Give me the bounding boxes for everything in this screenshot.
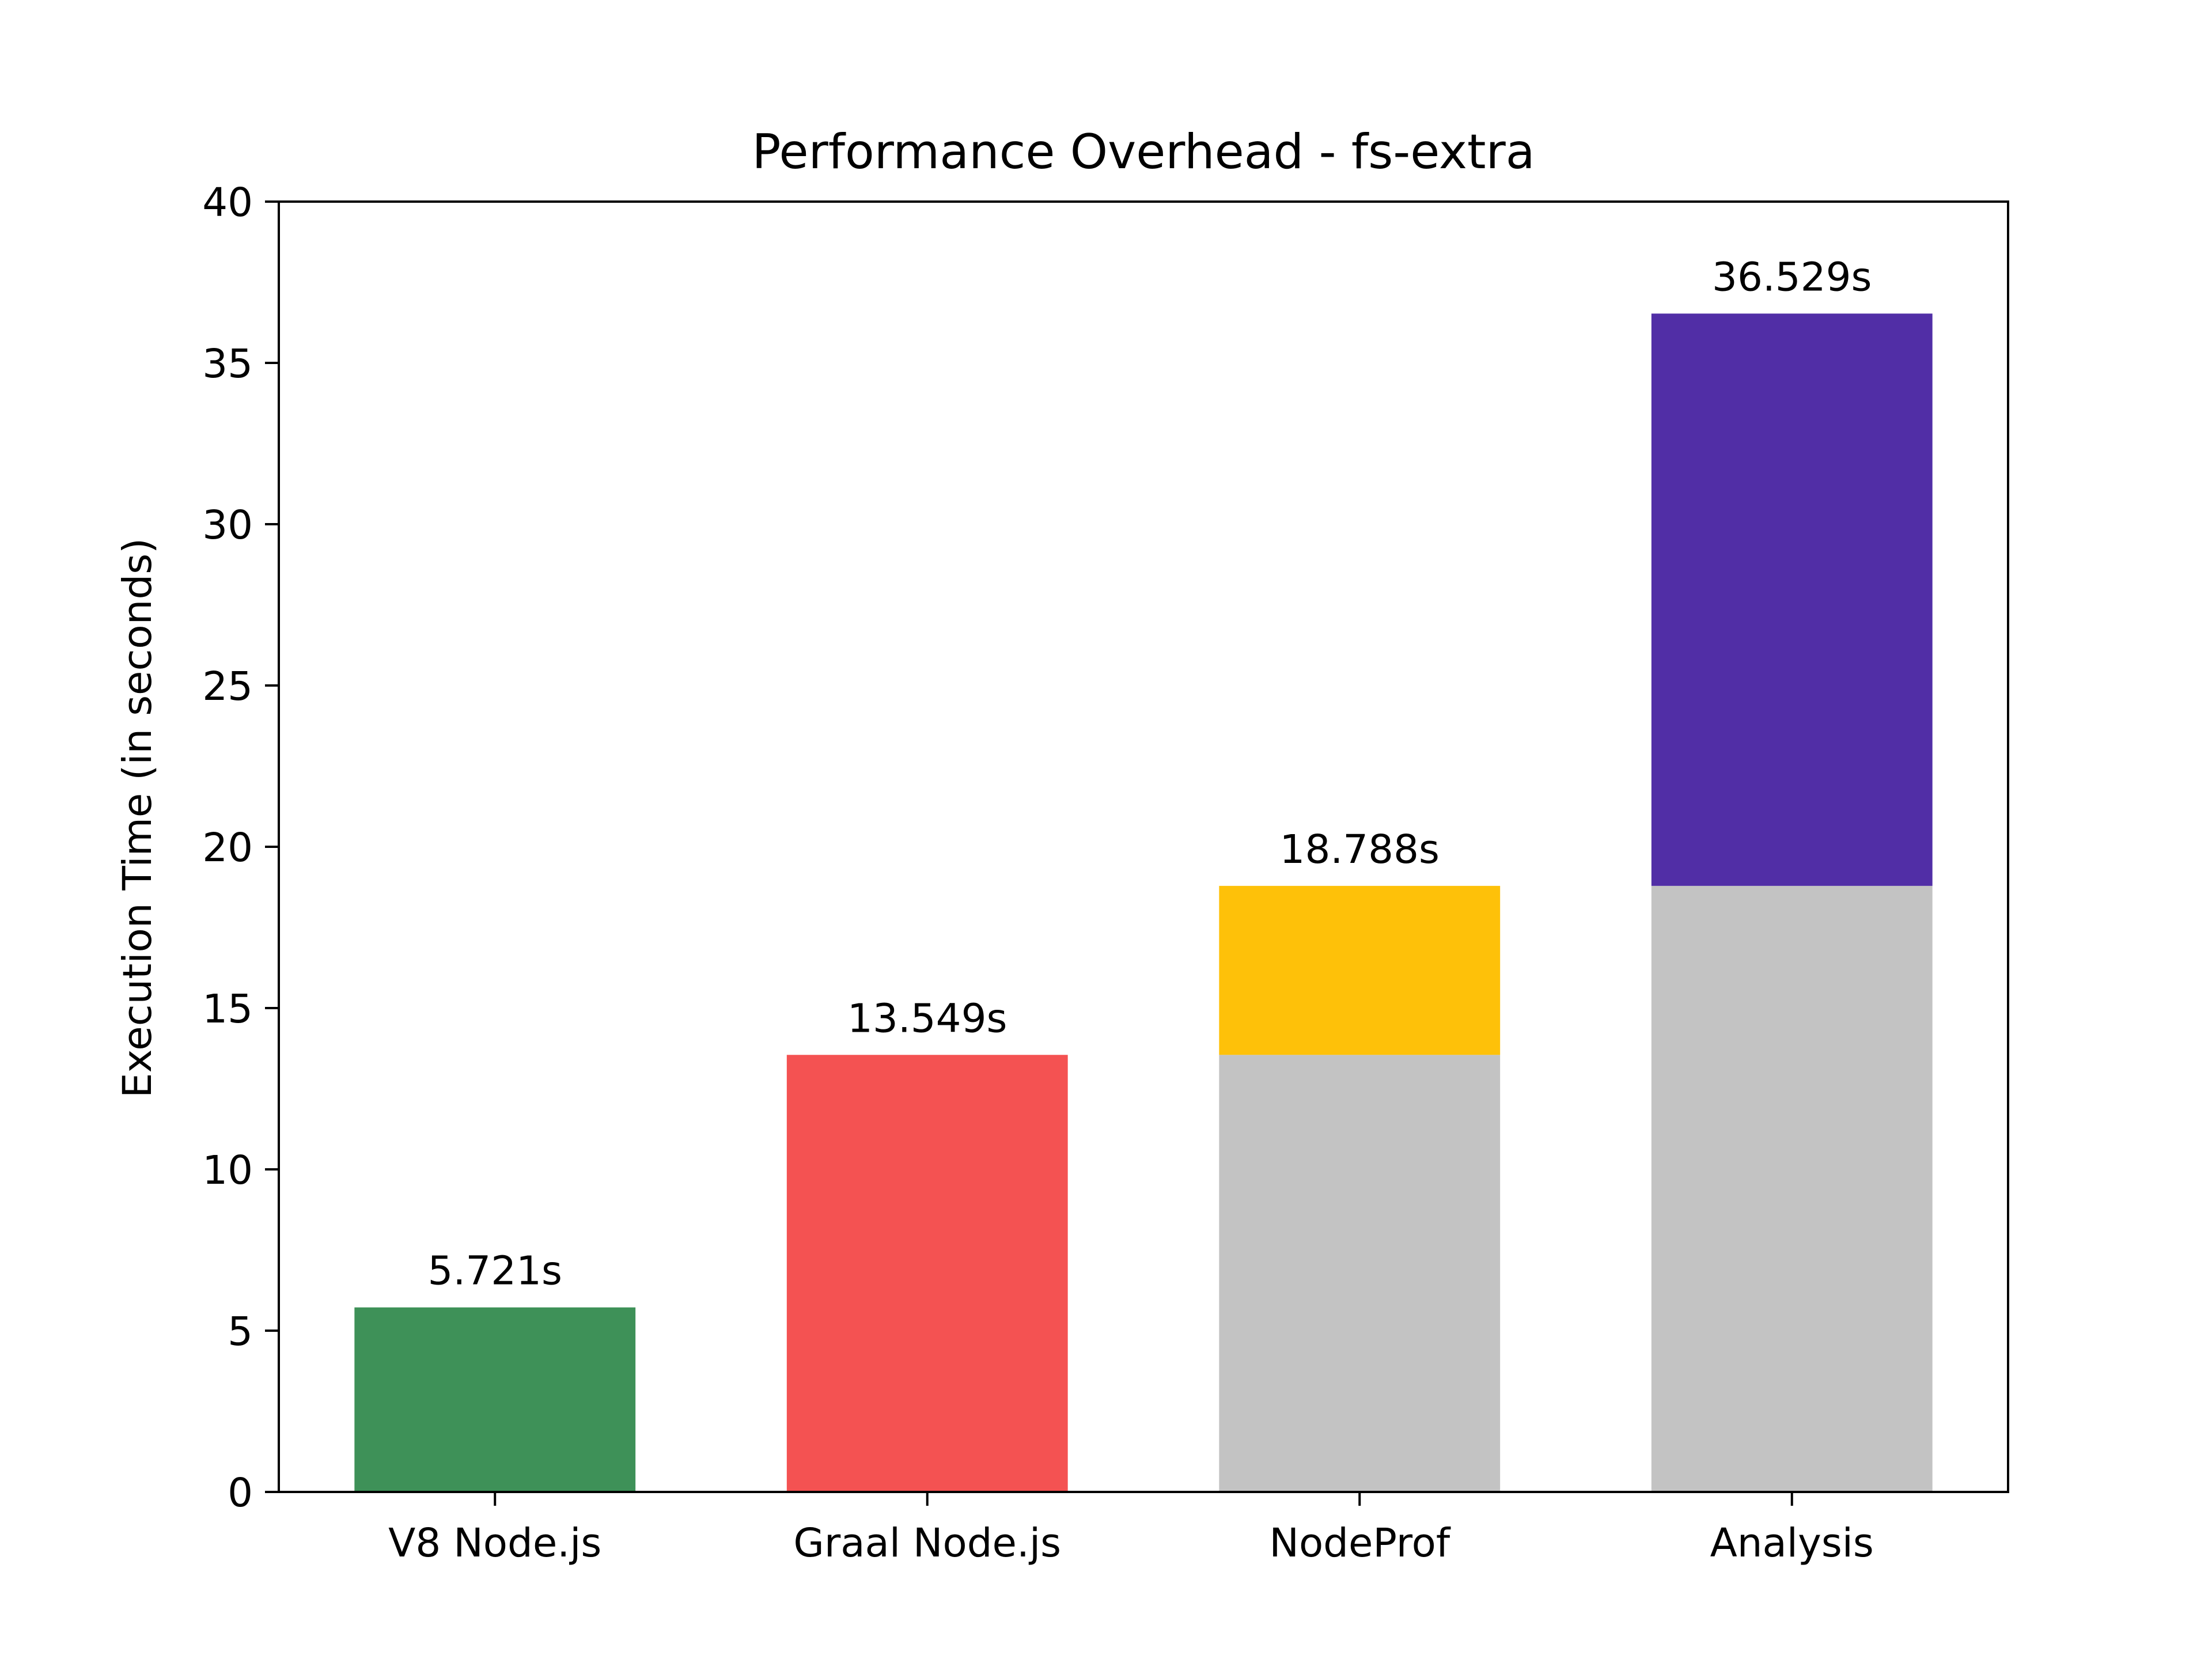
y-tick-label: 0 [228,1470,253,1516]
bar-3-segment-1 [1651,313,1933,886]
bar-2-segment-1 [1219,885,1501,1055]
y-tick-label: 10 [202,1147,253,1194]
bar-3-segment-0 [1651,885,1933,1492]
bar-value-label: 36.529s [1712,254,1872,300]
bar-value-label: 5.721s [428,1248,562,1294]
x-tick-label: NodeProf [1269,1520,1451,1566]
y-tick-label: 40 [202,180,253,226]
y-tick-label: 30 [202,502,253,548]
bar-value-labels: 5.721s 13.549s 18.788s 36.529s [428,254,1872,1294]
x-tick-label: Analysis [1710,1520,1874,1566]
bar-0-segment-0 [354,1307,636,1492]
x-tick-label: V8 Node.js [388,1520,601,1566]
bar-value-label: 13.549s [847,995,1007,1041]
y-axis-label: Execution Time (in seconds) [115,538,161,1098]
bar-1-segment-0 [786,1055,1068,1492]
y-tick-label: 5 [228,1309,253,1355]
chart-title: Performance Overhead - fs-extra [752,124,1535,180]
bar-2-segment-0 [1219,1055,1501,1492]
y-tick-label: 35 [202,341,253,387]
y-tick-label: 15 [202,986,253,1032]
bar-value-label: 18.788s [1280,827,1440,873]
y-axis: 0 5 10 15 20 25 30 35 40 [202,180,279,1516]
plot-frame [278,200,2009,1493]
bars-layer [354,313,1933,1492]
y-tick-label: 20 [202,825,253,871]
x-tick-label: Graal Node.js [793,1520,1061,1566]
x-axis: V8 Node.js Graal Node.js NodeProf Analysis [388,1492,1874,1566]
y-tick-label: 25 [202,664,253,710]
